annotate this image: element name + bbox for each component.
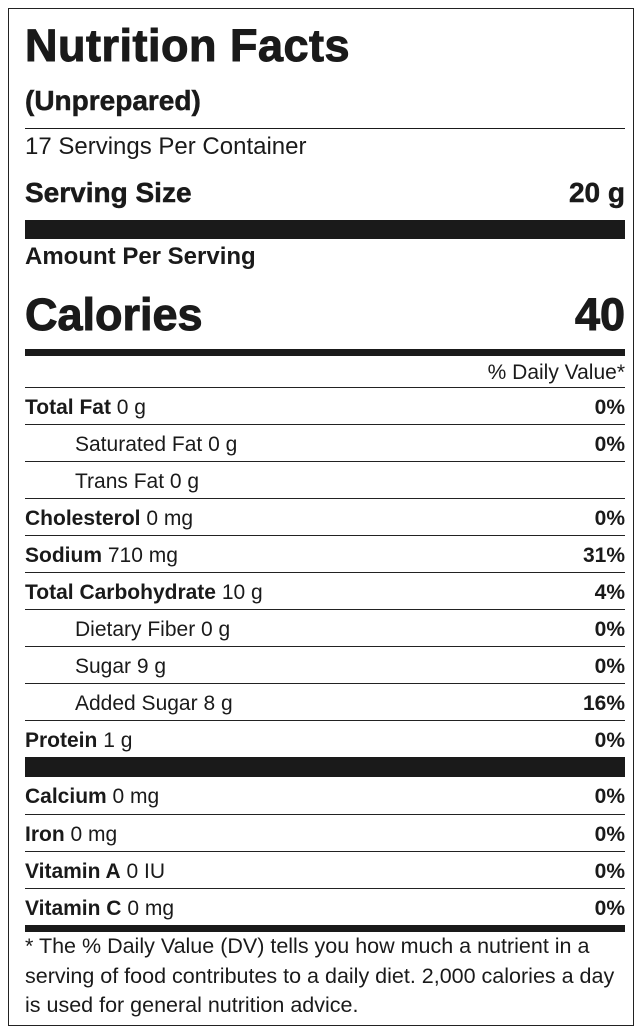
calories-value: 40 bbox=[574, 289, 625, 340]
nutrient-name: Sugar bbox=[75, 655, 132, 678]
daily-value: 4% bbox=[594, 581, 625, 604]
thick-rule bbox=[25, 757, 625, 777]
nutrient-name: Calcium bbox=[25, 785, 107, 808]
nutrient-amount: 0 g bbox=[201, 618, 231, 641]
daily-value: 0% bbox=[594, 785, 625, 808]
daily-value: 0% bbox=[594, 507, 625, 530]
nutrient: Saturated Fat 0 g bbox=[75, 433, 237, 457]
nutrient-name: Vitamin A bbox=[25, 860, 121, 883]
nutrient-row: Vitamin A 0 IU 0% bbox=[25, 851, 625, 889]
nutrient-name: Cholesterol bbox=[25, 507, 141, 530]
nutrient-row: Calcium 0 mg 0% bbox=[25, 777, 625, 814]
nutrient-amount: 10 g bbox=[221, 581, 263, 604]
nutrient-amount: 0 mg bbox=[127, 897, 174, 920]
nutrient: Vitamin A 0 IU bbox=[25, 860, 165, 884]
nutrient-name: Iron bbox=[25, 823, 65, 846]
daily-value: 16% bbox=[582, 692, 625, 715]
nutrient: Total Fat 0 g bbox=[25, 396, 146, 420]
nutrient-amount: 0 mg bbox=[112, 785, 160, 808]
nutrient-name: Trans Fat bbox=[75, 470, 165, 493]
nutrient-row: Total Carbohydrate 10 g 4% bbox=[25, 572, 625, 610]
nutrient-amount: 9 g bbox=[136, 655, 167, 678]
nutrient-amount: 0 g bbox=[208, 433, 238, 456]
daily-value: 0% bbox=[594, 396, 625, 419]
footnote: * The % Daily Value (DV) tells you how m… bbox=[25, 934, 615, 1017]
nutrient-row: Saturated Fat 0 g 0% bbox=[25, 424, 625, 462]
nutrient-name: Protein bbox=[25, 729, 98, 752]
nutrient: Added Sugar 8 g bbox=[75, 692, 233, 716]
nutrient-name: Sodium bbox=[25, 544, 102, 567]
subtitle: (Unprepared) bbox=[25, 85, 201, 116]
nutrient-row: Sugar 9 g 0% bbox=[25, 646, 625, 684]
servings: 17 Servings Per Container bbox=[25, 133, 307, 160]
medium-rule bbox=[25, 349, 625, 356]
daily-value: 0% bbox=[594, 433, 625, 456]
nutrition-label: Nutrition Facts (Unprepared) 17 Servings… bbox=[8, 8, 634, 1026]
thick-rule bbox=[25, 220, 625, 239]
nutrient: Calcium 0 mg bbox=[25, 785, 159, 809]
daily-value: 0% bbox=[594, 897, 625, 920]
nutrient: Protein 1 g bbox=[25, 729, 132, 753]
nutrient: Total Carbohydrate 10 g bbox=[25, 581, 263, 605]
rule bbox=[25, 128, 625, 129]
nutrient-row: Cholesterol 0 mg 0% bbox=[25, 498, 625, 536]
nutrient-name: Added Sugar bbox=[75, 692, 198, 715]
nutrient-amount: 0 IU bbox=[126, 860, 166, 883]
nutrient: Sodium 710 mg bbox=[25, 544, 178, 568]
nutrient-amount: 1 g bbox=[103, 729, 133, 752]
daily-value: 0% bbox=[594, 729, 625, 752]
nutrient-name: Saturated Fat bbox=[75, 433, 203, 456]
nutrient: Cholesterol 0 mg bbox=[25, 507, 193, 531]
serving-size-value: 20 g bbox=[568, 177, 626, 208]
daily-value: 0% bbox=[594, 618, 625, 641]
nutrient-name: Dietary Fiber bbox=[75, 618, 196, 641]
medium-rule bbox=[25, 925, 625, 932]
nutrient-amount: 0 g bbox=[116, 396, 146, 419]
nutrient-amount: 0 mg bbox=[146, 507, 194, 530]
nutrient: Trans Fat 0 g bbox=[75, 470, 199, 494]
serving-size-label: Serving Size bbox=[25, 177, 192, 208]
nutrient-row: Total Fat 0 g 0% bbox=[25, 387, 625, 425]
daily-value: 0% bbox=[594, 655, 625, 678]
calories-label: Calories bbox=[25, 289, 204, 340]
daily-value: 0% bbox=[594, 823, 625, 846]
amount-per-serving: Amount Per Serving bbox=[25, 243, 256, 270]
nutrient-amount: 0 g bbox=[169, 470, 200, 493]
dv-header: % Daily Value* bbox=[487, 361, 625, 384]
nutrient-amount: 8 g bbox=[203, 692, 233, 715]
nutrient-row: Vitamin C 0 mg 0% bbox=[25, 888, 625, 926]
title: Nutrition Facts bbox=[24, 20, 351, 71]
nutrient-row: Iron 0 mg 0% bbox=[25, 814, 625, 852]
nutrient: Dietary Fiber 0 g bbox=[75, 618, 230, 642]
nutrient-row: Dietary Fiber 0 g 0% bbox=[25, 609, 625, 647]
nutrient-amount: 0 mg bbox=[70, 823, 118, 846]
nutrient: Iron 0 mg bbox=[25, 823, 117, 847]
nutrient-row: Trans Fat 0 g bbox=[25, 461, 625, 499]
daily-value: 0% bbox=[594, 860, 625, 883]
nutrient-name: Total Fat bbox=[25, 396, 111, 419]
nutrient-name: Total Carbohydrate bbox=[25, 581, 216, 604]
nutrient: Vitamin C 0 mg bbox=[25, 897, 174, 921]
nutrient-amount: 710 mg bbox=[107, 544, 178, 567]
nutrient-name: Vitamin C bbox=[25, 897, 122, 920]
nutrient-row: Added Sugar 8 g 16% bbox=[25, 683, 625, 721]
nutrient-row: Protein 1 g 0% bbox=[25, 720, 625, 758]
daily-value: 31% bbox=[582, 544, 625, 567]
nutrient-row: Sodium 710 mg 31% bbox=[25, 535, 625, 573]
nutrient: Sugar 9 g bbox=[75, 655, 166, 679]
